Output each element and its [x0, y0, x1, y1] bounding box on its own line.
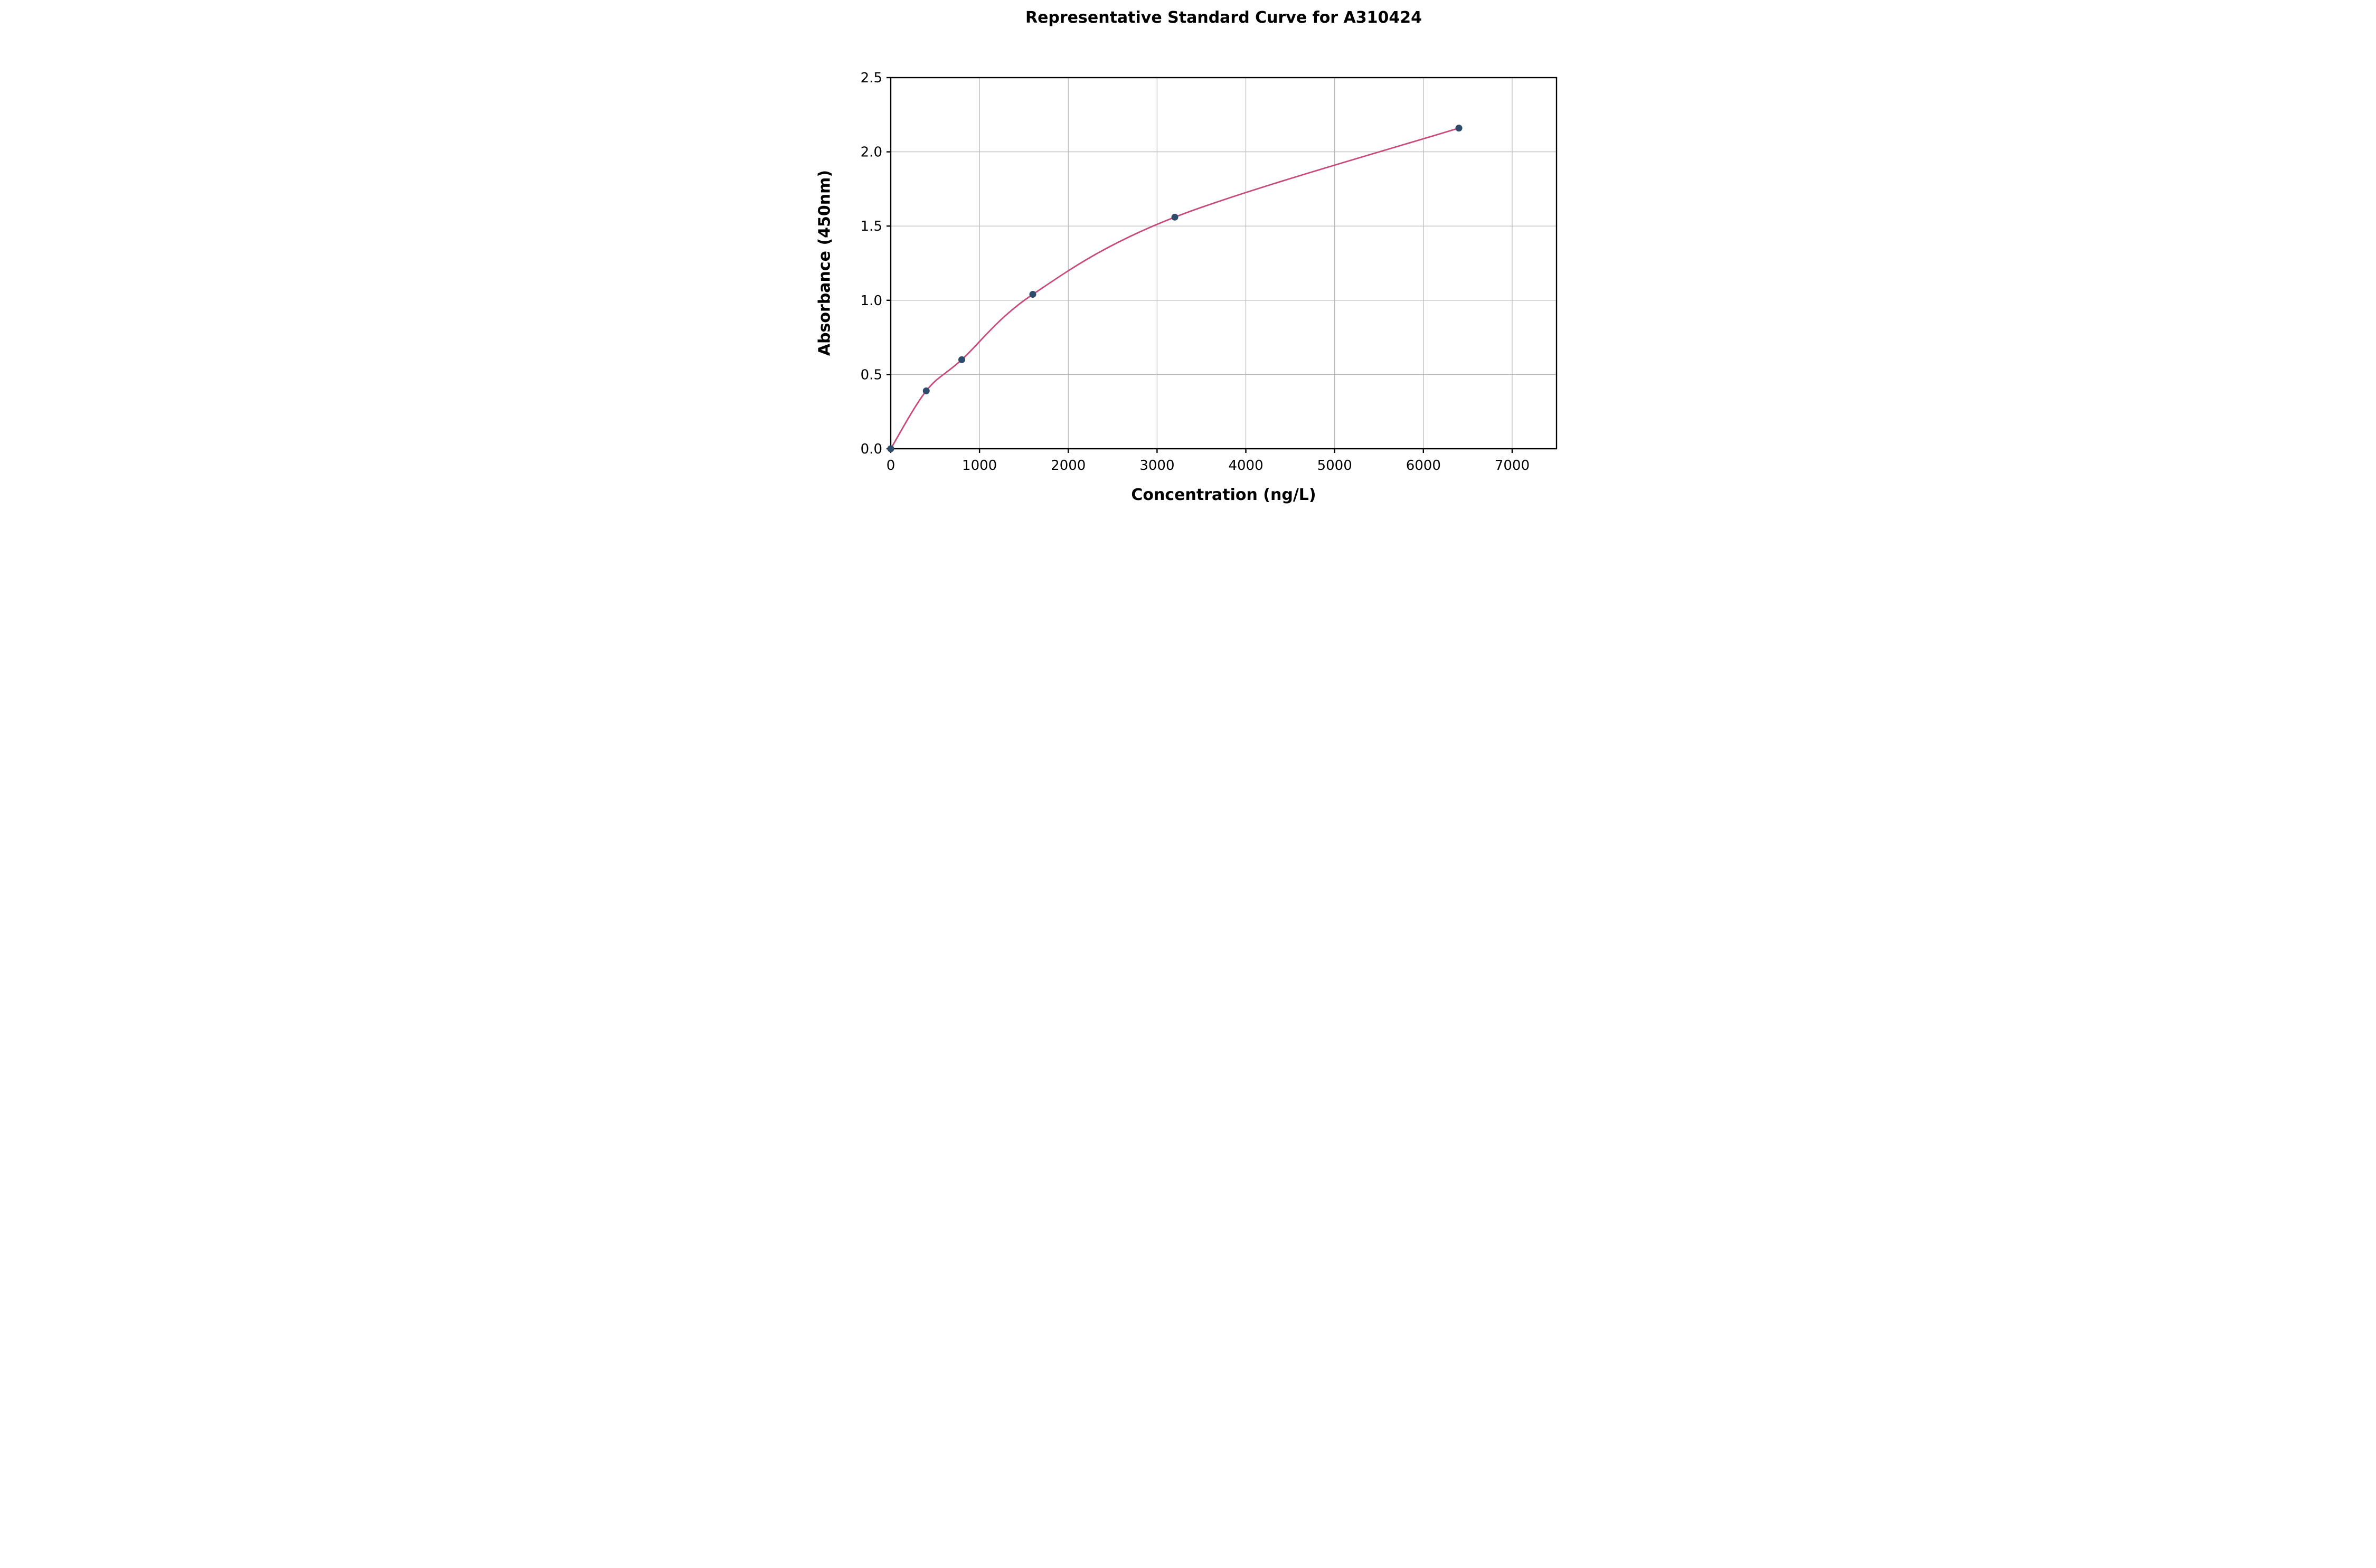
x-tick-label: 0 [887, 458, 895, 474]
fit-curve [890, 127, 1459, 449]
data-point [1029, 291, 1036, 298]
data-point [958, 356, 966, 363]
x-tick-label: 4000 [1228, 458, 1263, 474]
y-tick-label: 0.0 [861, 441, 882, 457]
x-tick-label: 7000 [1495, 458, 1530, 474]
x-tick-label: 1000 [962, 458, 997, 474]
data-point [887, 445, 894, 452]
data-point [1455, 125, 1463, 132]
y-tick-label: 0.5 [861, 367, 882, 383]
x-tick-label: 3000 [1139, 458, 1174, 474]
y-tick-label: 2.0 [861, 145, 882, 160]
y-tick-label: 1.0 [861, 293, 882, 309]
x-axis-label: Concentration (ng/L) [1131, 486, 1316, 504]
plot-area: 0 1000 2000 3000 4000 5000 6000 7000 0.0 0.5 1.0 1.… [861, 70, 1558, 474]
x-tick-label: 6000 [1406, 458, 1441, 474]
axes-frame [890, 77, 1558, 450]
data-point [922, 387, 930, 394]
y-tick-label: 1.5 [861, 219, 882, 234]
figure: Representative Standard Curve for A31042… [792, 0, 1584, 523]
x-tick-label: 5000 [1317, 458, 1352, 474]
x-tick-label: 2000 [1051, 458, 1086, 474]
data-point [1171, 213, 1178, 221]
y-tick-label: 2.5 [861, 70, 882, 86]
chart-title: Representative Standard Curve for A31042… [1025, 8, 1422, 27]
